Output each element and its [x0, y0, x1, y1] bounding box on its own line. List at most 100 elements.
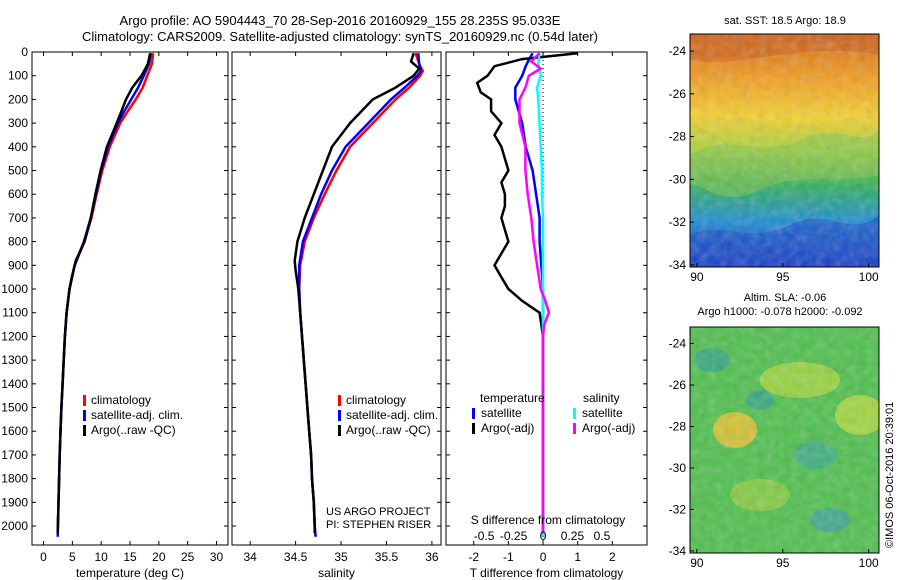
x-axis-label: salinity [318, 566, 355, 580]
depth-tick-label: 1000 [1, 282, 28, 296]
depth-tick-label: 1200 [1, 329, 28, 343]
x-tick-label: 36 [425, 550, 439, 564]
map-y-tick-label: -30 [669, 172, 687, 186]
x-tick-label: 30 [210, 550, 224, 564]
salinity-chart: 34 34.5 35 35.5 36 salinity climatologysatelli… [243, 52, 439, 580]
legend-swatch [472, 408, 475, 419]
map-y-tick-label: -26 [669, 87, 687, 101]
map-x-tick-label: 95 [776, 270, 790, 284]
credit-project: US ARGO PROJECT [326, 506, 431, 518]
sst-map-axes: 90 95 100 -24 -26 -28 -30 -32 -34 [669, 44, 879, 284]
series-line-2 [293, 52, 421, 534]
series-line-1 [475, 51, 578, 534]
salinity-panel [231, 51, 442, 546]
sla-map [690, 327, 879, 553]
depth-tick-label: 200 [8, 92, 28, 106]
credit-pi: PI: STEPHEN RISER [326, 519, 432, 531]
legend-label: satellite-adj. clim. [91, 408, 183, 422]
legend-title-temperature: temperature [480, 391, 545, 405]
depth-tick-label: 700 [8, 211, 28, 225]
legend-label: Argo(..raw -QC) [346, 423, 431, 437]
sst-map-title: sat. SST: 18.5 Argo: 18.9 [724, 15, 846, 27]
legend-swatch [83, 410, 86, 421]
depth-axis: 0 100 200 300 400 500 600 700 800 900 1000 1100 1200… [1, 45, 647, 533]
legend-title-salinity: salinity [583, 391, 620, 405]
map-y-tick-label: -26 [669, 378, 687, 392]
depth-tick-label: 2000 [1, 519, 28, 533]
map-y-tick-label: -34 [669, 544, 687, 558]
map-x-tick-label: 90 [690, 270, 704, 284]
depth-tick-label: 1800 [1, 472, 28, 486]
legend-label: Argo(-adj) [582, 421, 635, 435]
depth-tick-label: 600 [8, 187, 28, 201]
x-tick-label: 0 [540, 550, 547, 564]
series-line-0 [56, 53, 155, 537]
series-line-1 [56, 52, 153, 537]
x-axis-label: temperature (deg C) [76, 566, 184, 580]
sla-map-frame [689, 326, 880, 554]
series-line-1 [297, 53, 423, 537]
legend-swatch [338, 395, 341, 406]
legend-swatch [573, 408, 576, 419]
depth-tick-label: 1100 [2, 306, 28, 320]
map-y-tick-label: -28 [669, 420, 687, 434]
depth-tick-label: 500 [8, 164, 28, 178]
map-y-tick-label: -32 [669, 215, 687, 229]
sla-map-axes: 90 95 100 -24 -26 -28 -30 -32 -34 [669, 337, 879, 570]
legend-label: Argo(-adj) [481, 421, 534, 435]
map-x-tick-label: 100 [859, 270, 879, 284]
figure-title-line2: Climatology: CARS2009. Satellite-adjuste… [82, 29, 598, 44]
map-y-tick-label: -30 [669, 461, 687, 475]
depth-tick-label: 0 [21, 45, 28, 59]
depth-tick-label: 300 [8, 116, 28, 130]
temperature-panel [31, 51, 229, 546]
x-tick-label: 25 [181, 550, 195, 564]
depth-tick-label: 1600 [1, 424, 28, 438]
depth-tick-label: 1700 [1, 448, 28, 462]
sla-map-title-line2: Argo h1000: -0.078 h2000: -0.092 [697, 306, 862, 318]
legend-swatch [83, 395, 86, 406]
legend-swatch [83, 425, 86, 436]
x-tick-label: 20 [152, 550, 166, 564]
map-x-tick-label: 95 [776, 556, 790, 570]
x-tick-label: 15 [123, 550, 137, 564]
legend-label: Argo(..raw -QC) [91, 423, 176, 437]
difference-chart: -2 -1 0 1 2 T difference from climatology -0.5… [468, 51, 635, 580]
x-tick-label: -1 [503, 550, 514, 564]
sla-map-title-line1: Altim. SLA: -0.06 [744, 292, 827, 304]
sst-map-frame [689, 33, 880, 268]
legend-label: satellite-adj. clim. [346, 408, 438, 422]
map-y-tick-label: -24 [669, 44, 687, 58]
depth-tick-label: 800 [8, 235, 28, 249]
legend-label: satellite [481, 406, 522, 420]
legend-swatch [338, 425, 341, 436]
legend-label: climatology [91, 393, 151, 407]
s-axis-label: S difference from climatology [471, 513, 626, 527]
x-tick-label: 5 [69, 550, 76, 564]
map-x-tick-label: 90 [690, 556, 704, 570]
difference-panel [445, 51, 648, 546]
legend-label: satellite [582, 406, 623, 420]
x-tick-label: 34.5 [284, 550, 308, 564]
figure-title-line1: Argo profile: AO 5904443_70 28-Sep-2016 … [119, 13, 561, 28]
x-tick-label: 0 [40, 550, 47, 564]
depth-tick-label: 1500 [1, 401, 28, 415]
s-tick-label: 0.5 [594, 529, 611, 543]
imos-stamp: ©IMOS 06-Oct-2016 20:39:01 [884, 402, 896, 548]
x-tick-label: -2 [468, 550, 479, 564]
x-tick-label: 1 [574, 550, 581, 564]
sst-map [690, 34, 879, 267]
legend-swatch [573, 423, 576, 434]
s-tick-label: -0.5 [474, 529, 495, 543]
depth-tick-label: 100 [8, 69, 28, 83]
x-tick-label: 2 [609, 550, 616, 564]
legend-swatch [472, 423, 475, 434]
map-y-tick-label: -32 [669, 502, 687, 516]
depth-tick-label: 900 [8, 258, 28, 272]
s-tick-label: -0.25 [500, 529, 528, 543]
depth-tick-label: 1300 [1, 353, 28, 367]
series-line-2 [56, 52, 152, 534]
x-tick-label: 34 [243, 550, 257, 564]
x-tick-label: 10 [94, 550, 108, 564]
